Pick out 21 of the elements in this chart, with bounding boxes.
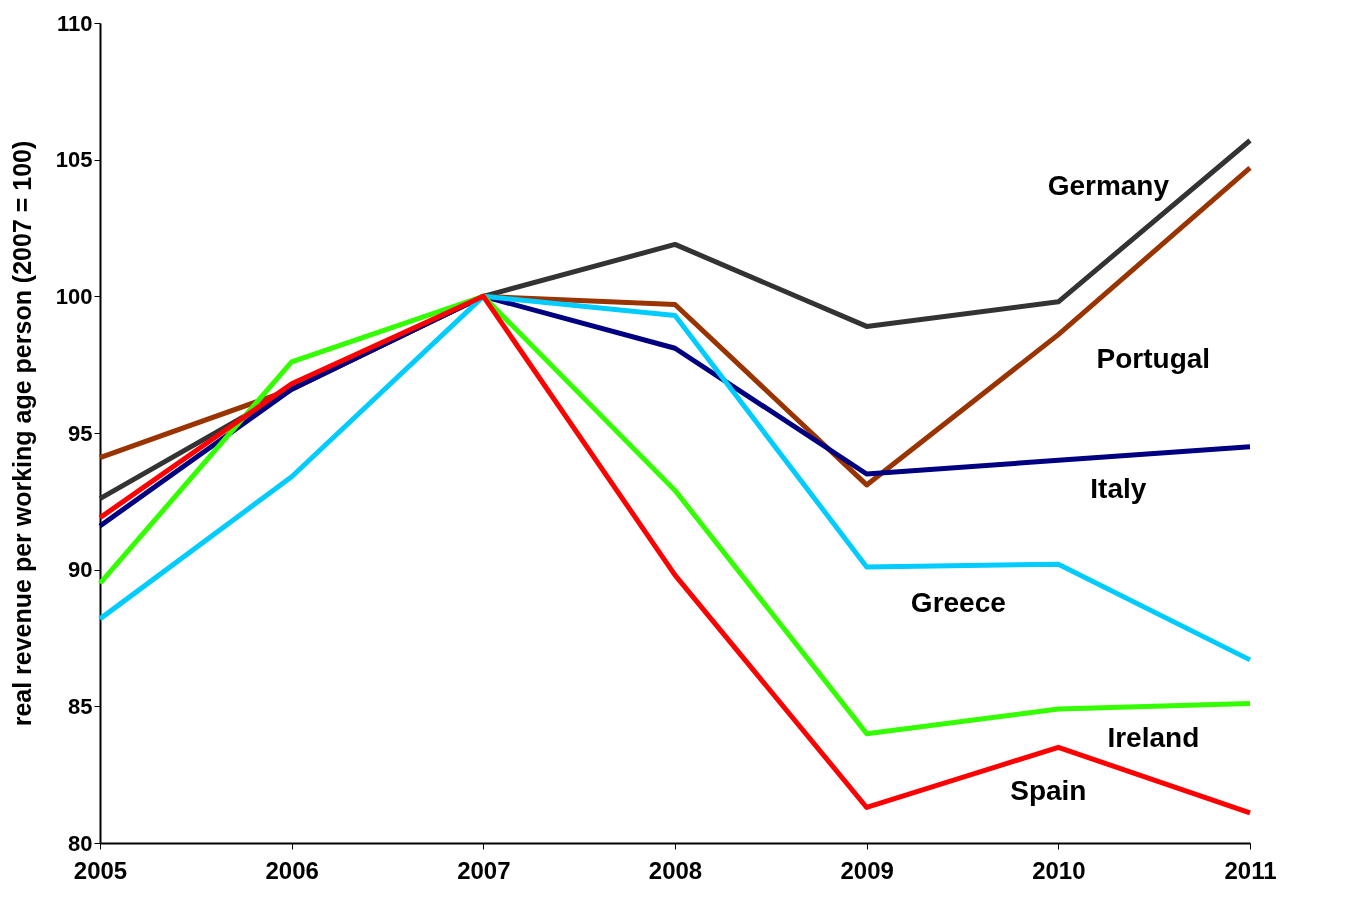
x-tick-label: 2010 bbox=[1032, 856, 1086, 884]
x-tick-label: 2008 bbox=[648, 856, 703, 884]
y-tick-label: 85 bbox=[68, 693, 93, 719]
series-label: Italy bbox=[1090, 473, 1147, 505]
x-tick-label: 2006 bbox=[265, 856, 319, 884]
y-tick-label: 90 bbox=[68, 557, 93, 583]
x-tick-label: 2009 bbox=[840, 856, 894, 884]
series-label: Ireland bbox=[1107, 722, 1200, 754]
x-tick-label: 2005 bbox=[73, 856, 128, 884]
series-label: Germany bbox=[1047, 169, 1170, 201]
y-tick-label: 80 bbox=[68, 830, 93, 856]
series-label: Portugal bbox=[1096, 342, 1211, 374]
x-tick-label: 2007 bbox=[457, 856, 511, 884]
y-tick-label: 100 bbox=[55, 283, 93, 309]
y-tick-label: 110 bbox=[57, 10, 93, 36]
y-tick-label: 105 bbox=[55, 147, 93, 173]
series-label: Spain bbox=[1010, 775, 1087, 807]
x-tick-label: 2011 bbox=[1224, 856, 1277, 884]
y-tick-label: 95 bbox=[68, 420, 93, 446]
y-axis-title: real revenue per working age person (2007 = 100) bbox=[7, 140, 36, 727]
series-label: Greece bbox=[910, 587, 1006, 619]
